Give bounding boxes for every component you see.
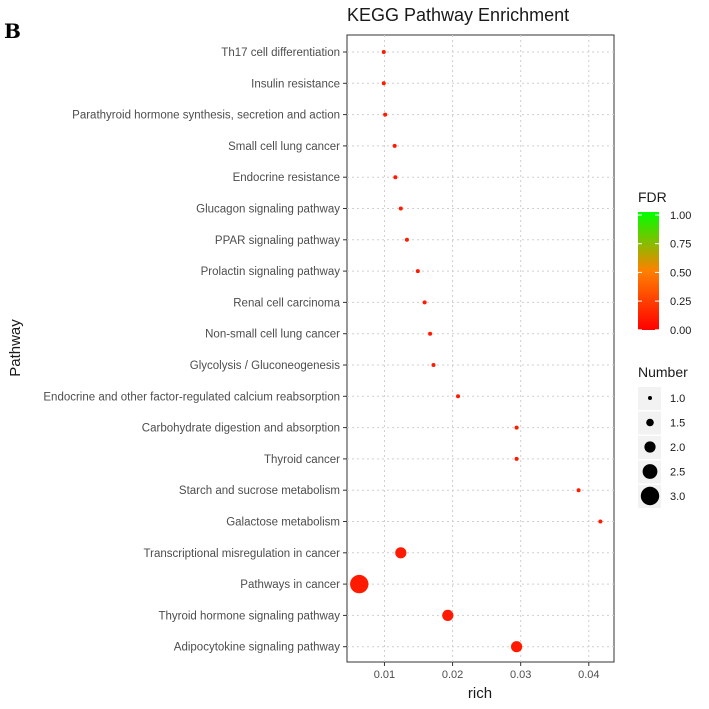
data-point xyxy=(456,394,461,399)
number-key-label: 2.0 xyxy=(670,442,685,454)
data-point xyxy=(393,175,398,180)
pathway-label: Glucagon signaling pathway xyxy=(196,204,340,216)
data-point xyxy=(395,547,407,559)
pathway-label: Glycolysis / Gluconeogenesis xyxy=(190,360,340,372)
pathway-label: Small cell lung cancer xyxy=(228,141,340,153)
data-point xyxy=(431,363,436,367)
pathway-label: Pathways in cancer xyxy=(240,579,340,591)
pathway-label: Renal cell carcinoma xyxy=(233,297,340,309)
y-axis-label: Pathway xyxy=(7,319,24,377)
pathway-label: Galactose metabolism xyxy=(226,517,340,529)
data-point xyxy=(514,456,519,461)
number-key-label: 1.0 xyxy=(670,393,685,405)
data-point xyxy=(598,519,603,524)
pathway-label: Endocrine and other factor-regulated cal… xyxy=(43,391,340,403)
chart-title: KEGG Pathway Enrichment xyxy=(347,5,569,25)
pathway-label: Th17 cell differentiation xyxy=(221,47,340,59)
x-tick-label: 0.02 xyxy=(442,669,463,681)
y-axis-ticks: Th17 cell differentiation Insulin resista… xyxy=(43,47,347,654)
pathway-label: Prolactin signaling pathway xyxy=(201,266,341,278)
data-point xyxy=(381,50,386,54)
fdr-colorbar xyxy=(638,212,659,330)
number-key-dot xyxy=(646,418,654,427)
panel-letter: B xyxy=(4,19,21,43)
pathway-label: Endocrine resistance xyxy=(233,172,340,184)
fdr-tick-label: 0.00 xyxy=(670,325,691,337)
x-tick-label: 0.01 xyxy=(374,669,395,681)
number-key-dot xyxy=(648,396,652,400)
pathway-label: Insulin resistance xyxy=(251,78,340,90)
plot-panel xyxy=(346,34,615,663)
x-axis-label: rich xyxy=(468,685,492,702)
data-point xyxy=(442,609,454,622)
number-key-label: 2.5 xyxy=(670,467,685,479)
x-tick-label: 0.04 xyxy=(578,669,599,681)
data-point xyxy=(383,112,388,117)
data-point xyxy=(398,206,403,211)
number-legend-keys: 1.0 1.5 2.0 2.5 3.0 xyxy=(638,387,685,508)
pathway-label: Adipocytokine signaling pathway xyxy=(174,642,340,654)
data-point xyxy=(422,300,427,305)
data-point xyxy=(576,488,581,493)
pathway-label: Carbohydrate digestion and absorption xyxy=(142,423,340,435)
number-key-label: 1.5 xyxy=(670,418,685,430)
data-point xyxy=(514,425,519,430)
number-key-label: 3.0 xyxy=(670,491,685,503)
pathway-label: Parathyroid hormone synthesis, secretion… xyxy=(72,110,340,122)
number-key-dot xyxy=(640,486,660,506)
fdr-legend-ticks: 1.00 0.75 0.50 0.25 0.00 xyxy=(638,210,691,337)
pathway-label: Thyroid hormone signaling pathway xyxy=(158,610,340,622)
data-point xyxy=(428,331,433,336)
fdr-tick-label: 1.00 xyxy=(670,210,691,222)
number-legend-title: Number xyxy=(638,364,688,380)
data-point xyxy=(510,641,523,653)
data-point xyxy=(350,574,369,594)
fdr-tick-label: 0.50 xyxy=(670,267,691,279)
number-key-dot xyxy=(644,441,656,453)
number-legend: Number 1.0 1.5 2.0 2.5 3.0 xyxy=(638,364,688,508)
data-points xyxy=(350,50,603,653)
data-point xyxy=(392,143,397,148)
fdr-tick-label: 0.25 xyxy=(670,296,691,308)
x-tick-label: 0.03 xyxy=(510,669,531,681)
pathway-label: Non-small cell lung cancer xyxy=(205,329,340,341)
fdr-legend-title: FDR xyxy=(638,189,667,205)
pathway-label: Starch and sucrose metabolism xyxy=(179,485,340,497)
number-key-dot xyxy=(642,464,658,479)
pathway-label: Transcriptional misregulation in cancer xyxy=(144,548,341,560)
grid-lines xyxy=(347,35,614,662)
data-point xyxy=(381,81,386,86)
pathway-label: PPAR signaling pathway xyxy=(215,235,340,247)
fdr-legend: FDR 1.00 0.75 0.50 0.25 0.00 xyxy=(638,189,691,337)
x-axis-ticks: 0.01 0.02 0.03 0.04 xyxy=(374,662,600,681)
data-point xyxy=(404,237,409,242)
fdr-tick-label: 0.75 xyxy=(670,239,691,251)
data-point xyxy=(415,269,420,274)
pathway-label: Thyroid cancer xyxy=(264,454,340,466)
